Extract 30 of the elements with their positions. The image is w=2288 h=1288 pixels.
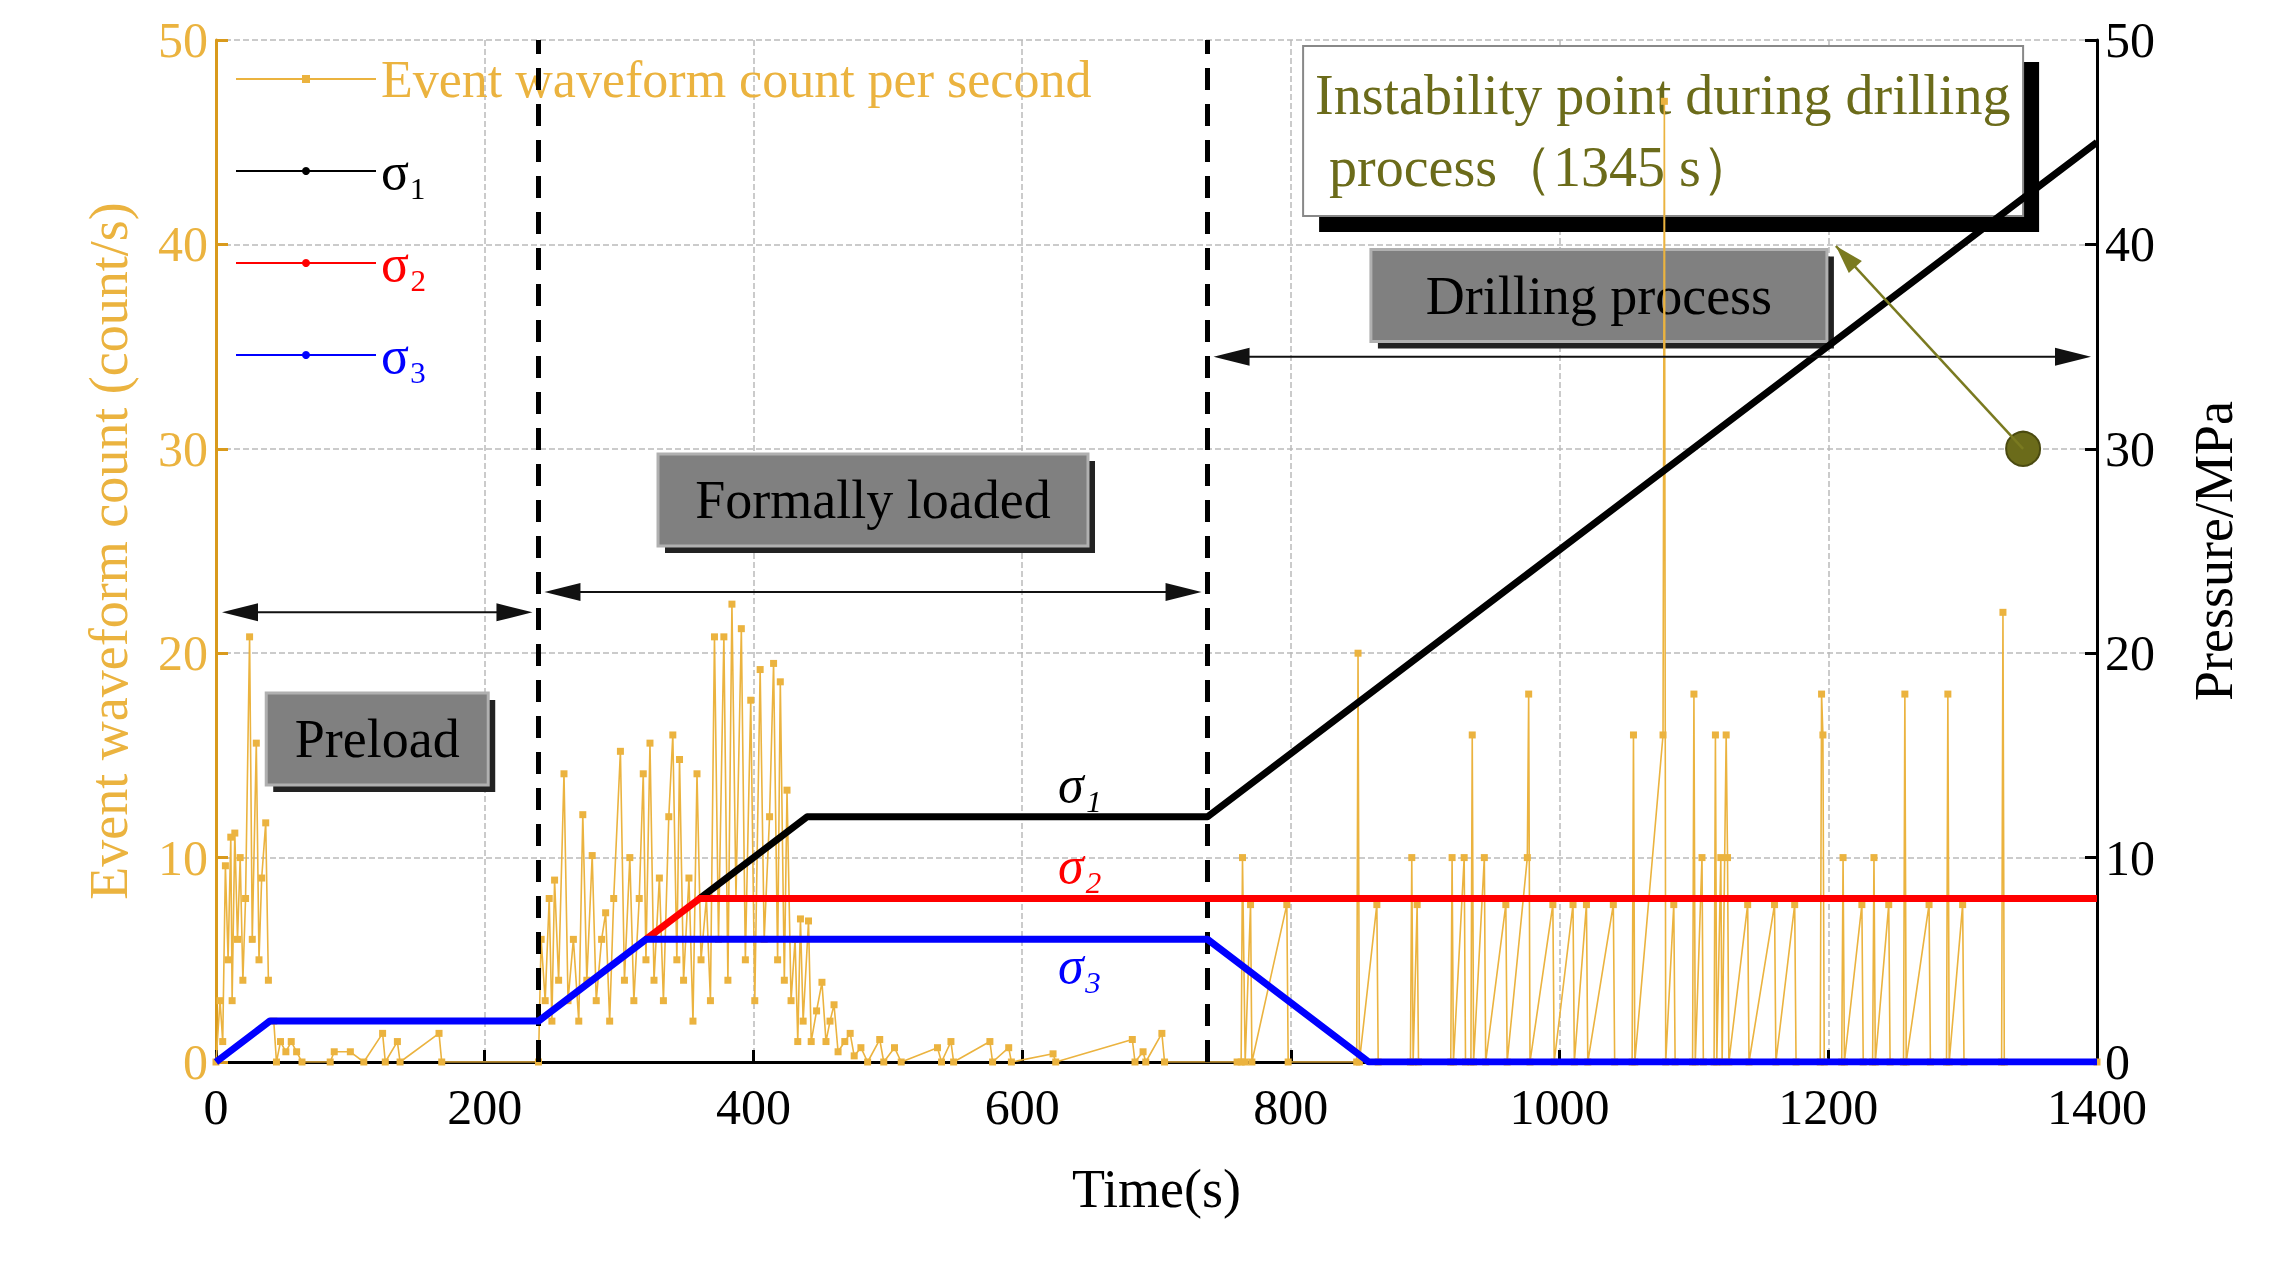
annotation: σ₂: [1058, 837, 1102, 895]
y-tick-label: 0: [183, 1034, 208, 1090]
y-tick-label: 40: [158, 216, 208, 273]
x-axis-title: Time(s): [1071, 1159, 1242, 1219]
x-tick-label: 600: [984, 1079, 1060, 1135]
x-tick-label: 800: [1253, 1079, 1329, 1135]
annotation: Instability point during drilling process（1345 s）: [1315, 64, 2011, 198]
legend-label: σ₁: [381, 142, 428, 200]
legend-label: σ₃: [381, 326, 428, 384]
y2-tick-label: 30: [2105, 420, 2155, 477]
x-tick-label: 1000: [1509, 1079, 1610, 1135]
x-tick-label: 1200: [1778, 1079, 1879, 1135]
annotation: Preload: [294, 709, 460, 770]
y2-tick-label: 50: [2105, 12, 2155, 68]
annotation: Formally loaded: [695, 469, 1051, 530]
y2-tick-label: 20: [2105, 625, 2155, 682]
y-axis-title: Event waveform count (count/s): [79, 202, 139, 900]
y-tick-label: 10: [158, 829, 208, 886]
y2-tick-label: 10: [2105, 829, 2155, 886]
legend-label: Event waveform count per second: [381, 50, 1092, 108]
annotation: σ₁: [1058, 755, 1102, 813]
x-tick-label: 400: [715, 1079, 791, 1135]
y2-tick-label: 40: [2105, 216, 2155, 273]
annotation: σ₃: [1058, 937, 1102, 995]
x-tick-label: 200: [447, 1079, 523, 1135]
y-tick-label: 20: [158, 625, 208, 682]
legend-label: σ₂: [381, 234, 428, 292]
y2-axis-title: Pressure/MPa: [2184, 400, 2244, 701]
y-tick-label: 30: [158, 420, 208, 477]
y-tick-label: 50: [158, 12, 208, 68]
